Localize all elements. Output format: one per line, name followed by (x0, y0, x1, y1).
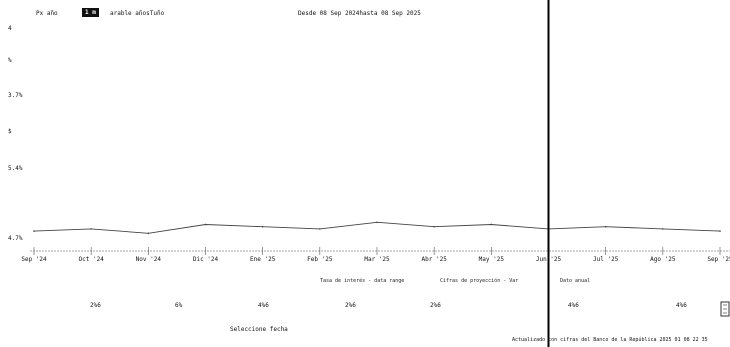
y-tick-label: % (8, 57, 12, 64)
x-tick-label: Jul '25 (593, 256, 619, 263)
range-options-label[interactable]: arable añosTuño (110, 10, 165, 17)
series-point (433, 225, 435, 228)
legend-note: Cifras de proyección - Var (440, 277, 518, 284)
series-point (90, 228, 92, 230)
x-tick-label: Mar '25 (364, 256, 390, 263)
series-point (490, 223, 493, 226)
y-tick-label: $ (8, 128, 12, 135)
lower-value-label: 4%6 (676, 302, 687, 309)
scrollbar-handle[interactable] (720, 301, 730, 317)
x-tick-label: Dic '24 (193, 256, 219, 263)
series-line (33, 221, 721, 234)
series-point (719, 230, 721, 232)
x-tick-label: Oct '24 (79, 256, 105, 263)
lower-value-label: 6% (175, 302, 183, 309)
series-point (604, 225, 607, 228)
range-label: Px año (36, 10, 58, 17)
series-point (319, 228, 321, 230)
lower-value-label: 2%6 (430, 302, 441, 309)
x-tick-label: May '25 (479, 256, 505, 263)
series-point (376, 221, 378, 224)
x-tick-label: Ago '25 (650, 256, 676, 263)
legend-note: Dato anual (560, 278, 590, 284)
x-tick-label: Ene '25 (250, 256, 276, 263)
source-note: Actualizado con cifras del Banco de la R… (512, 337, 708, 343)
x-tick-label: Abr '25 (422, 256, 448, 263)
legend-note: Tasa de interés - data range (320, 277, 404, 284)
y-tick-label: 4 (8, 25, 12, 32)
x-tick-label: Feb '25 (307, 256, 333, 263)
one-month-button[interactable]: 1 m (82, 8, 99, 17)
x-axis-label: Seleccione fecha (230, 326, 288, 333)
series-point (204, 223, 207, 226)
y-tick-label: 4.7% (8, 235, 23, 242)
y-tick-label: 5.4% (8, 165, 23, 172)
lower-value-label: 4%6 (568, 302, 579, 309)
series-point (261, 225, 264, 228)
series-point (662, 228, 664, 230)
lower-value-label: 2%6 (90, 302, 101, 309)
lower-value-label: 2%6 (345, 302, 356, 309)
lower-value-label: 4%6 (258, 302, 269, 309)
series-point (147, 232, 150, 235)
x-tick-label: Sep '25 (707, 256, 730, 263)
y-tick-label: 3.7% (8, 92, 23, 99)
x-tick-label: Sep '24 (21, 256, 47, 263)
date-range-text: Desde 08 Sep 2024hasta 08 Sep 2025 (298, 10, 421, 17)
series-point (33, 230, 35, 232)
x-tick-label: Nov '24 (136, 256, 162, 263)
